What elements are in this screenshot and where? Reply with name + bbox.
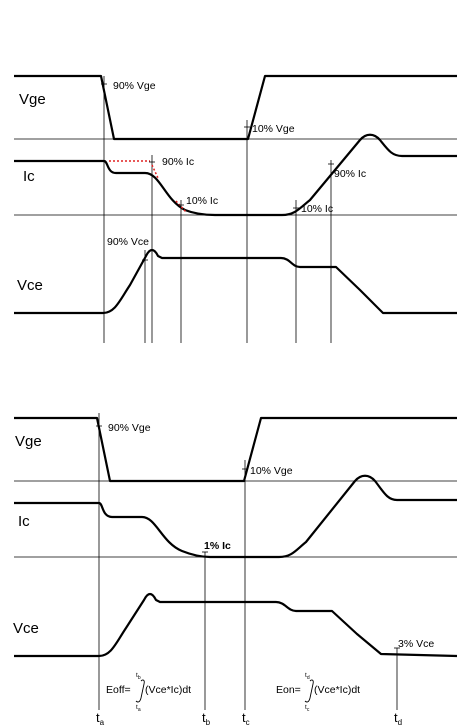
bottom-vce-3-annotation: 3% Vce	[398, 638, 434, 650]
top-ic-90-on-annotation: 90% Ic	[334, 168, 366, 180]
bottom-ic-label: Ic	[18, 513, 30, 530]
top-ic-90-off-annotation: 90% Ic	[162, 156, 194, 168]
bottom-vce-waveform	[14, 592, 457, 658]
time-mark-ta: ta	[96, 710, 105, 727]
eon-formula: Eon= td tc (Vce*Ic)dt	[276, 672, 360, 713]
time-mark-tb: tb	[202, 710, 211, 727]
top-vge-waveform	[14, 74, 457, 141]
top-vce-90-annotation: 90% Vce	[107, 236, 149, 248]
bottom-vce-label: Vce	[13, 620, 39, 637]
top-crosshairs	[101, 83, 334, 261]
top-vge-label: Vge	[19, 91, 46, 108]
eon-integral-sign	[304, 679, 314, 703]
bottom-ic-waveform	[14, 474, 457, 559]
top-ic-slope-dotted-2	[175, 200, 187, 213]
bottom-vge-label: Vge	[15, 433, 42, 450]
eon-integrand: (Vce*Ic)dt	[314, 684, 360, 696]
top-ic-10-off-annotation: 10% Ic	[186, 195, 218, 207]
eoff-integrand: (Vce*Ic)dt	[145, 684, 191, 696]
eoff-formula: Eoff= tb ta (Vce*Ic)dt	[106, 672, 191, 713]
top-ic-label: Ic	[23, 168, 35, 185]
top-vge-10-annotation: 10% Vge	[252, 123, 295, 135]
top-vce-waveform	[14, 248, 457, 315]
top-vge-90-annotation: 90% Vge	[113, 80, 156, 92]
eoff-lower-limit: ta	[136, 704, 141, 713]
bottom-vge-10-annotation: 10% Vge	[250, 465, 293, 477]
bottom-ic-1-annotation: 1% Ic	[204, 540, 231, 552]
bottom-vge-90-annotation: 90% Vge	[108, 422, 151, 434]
eoff-integral-sign	[135, 679, 145, 703]
bottom-crosshairs	[96, 425, 400, 649]
eon-upper-limit: td	[305, 672, 310, 681]
top-vce-label: Vce	[17, 277, 43, 294]
eon-lower-limit: tc	[305, 704, 310, 713]
eon-label: Eon=	[276, 684, 301, 696]
bottom-vge-waveform	[14, 416, 457, 483]
top-diagram: Vge Ic Vce 90% Vge 10% Vge 90% Ic 10% Ic…	[14, 74, 457, 343]
time-mark-tc: tc	[242, 710, 250, 727]
eoff-label: Eoff=	[106, 684, 131, 696]
eoff-upper-limit: tb	[136, 672, 141, 681]
top-ic-waveform	[14, 133, 457, 217]
top-ic-10-on-annotation: 10% Ic	[301, 203, 333, 215]
time-mark-td: td	[394, 710, 402, 727]
bottom-diagram: Vge Ic Vce 90% Vge 10% Vge 1% Ic 3% Vce …	[13, 413, 457, 727]
